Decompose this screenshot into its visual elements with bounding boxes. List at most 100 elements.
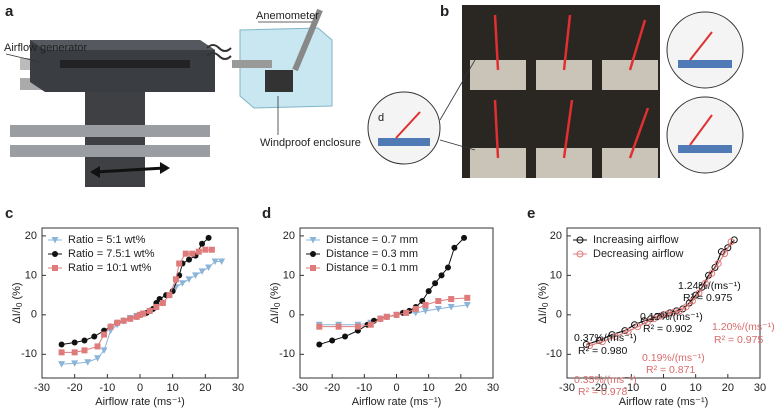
anemometer xyxy=(292,8,323,72)
rail xyxy=(10,145,210,157)
marker xyxy=(120,317,127,324)
marker xyxy=(656,312,664,320)
marker xyxy=(153,303,160,310)
wind-icon xyxy=(206,44,232,60)
marker xyxy=(434,305,442,313)
legend-entry: Decreasing airflow xyxy=(573,248,684,260)
x-tick-label: -30 xyxy=(559,382,575,394)
marker xyxy=(393,311,400,318)
flap xyxy=(628,107,650,159)
marker xyxy=(576,236,584,244)
marker xyxy=(383,313,390,320)
x-axis-label: Airflow rate (ms⁻¹) xyxy=(352,396,442,408)
callout: d xyxy=(378,112,384,124)
legend-label: Ratio = 5:1 wt% xyxy=(68,234,146,246)
enclosure-box xyxy=(239,27,333,109)
x-tick-label: 20 xyxy=(199,382,211,394)
electrode xyxy=(378,138,430,146)
callout: Windproof enclosure xyxy=(260,137,361,149)
legend-entry: Ratio = 10:1 wt% xyxy=(48,262,152,274)
legend-label: Distance = 0.3 mm xyxy=(326,248,418,260)
marker xyxy=(114,319,121,326)
marker xyxy=(377,315,384,322)
ray xyxy=(689,31,713,61)
annotation: R² = 0.871 xyxy=(646,364,695,376)
y-tick-label: -10 xyxy=(546,348,562,360)
panel-label: b xyxy=(440,3,449,20)
annotation: R² = 0.975 xyxy=(714,334,763,346)
marker xyxy=(176,260,183,267)
marker xyxy=(335,323,342,330)
ray xyxy=(689,114,713,146)
marker xyxy=(205,264,213,271)
marker xyxy=(695,289,703,297)
marker xyxy=(676,307,684,315)
flap xyxy=(493,14,500,71)
rail xyxy=(10,125,210,137)
annotation: 0.19%/(ms⁻¹) xyxy=(642,352,705,364)
marker xyxy=(586,342,594,350)
marker xyxy=(71,349,78,356)
x-tick-label: 30 xyxy=(232,382,244,394)
legend-entry: Distance = 0.7 mm xyxy=(306,234,418,246)
marker xyxy=(182,250,189,257)
y-label-unit: (%) xyxy=(537,282,549,302)
arrowhead xyxy=(160,162,170,174)
marker xyxy=(403,309,410,316)
electrode xyxy=(678,145,732,153)
marker xyxy=(94,343,101,350)
y-label-main: ΔI/I xyxy=(537,307,549,324)
marker xyxy=(133,313,140,320)
marker xyxy=(94,355,102,362)
x-axis-label: Airflow rate (ms⁻¹) xyxy=(619,396,709,408)
marker xyxy=(595,337,603,344)
marker xyxy=(634,323,642,331)
marker xyxy=(643,318,651,326)
y-tick-label: 20 xyxy=(283,230,295,242)
legend-label: Ratio = 7.5:1 wt% xyxy=(68,248,155,260)
y-label-main: ΔI/I xyxy=(269,307,281,324)
marker xyxy=(342,333,349,340)
x-tick-label: -20 xyxy=(324,382,340,394)
marker xyxy=(435,298,442,305)
marker xyxy=(724,244,732,252)
x-tick-label: -30 xyxy=(292,382,308,394)
legend-entry: Distance = 0.3 mm xyxy=(306,248,418,260)
photo-base xyxy=(602,148,658,178)
legend-entry: Ratio = 5:1 wt% xyxy=(48,234,146,246)
x-tick-label: 10 xyxy=(423,382,435,394)
marker xyxy=(624,327,632,335)
marker xyxy=(727,238,735,246)
marker xyxy=(316,341,323,348)
marker xyxy=(91,333,98,340)
y-label-sub: 0 xyxy=(273,302,282,307)
marker xyxy=(708,269,716,277)
marker xyxy=(195,248,202,255)
marker xyxy=(576,250,584,258)
annotation: 0.17%/(ms⁻¹) xyxy=(640,311,703,323)
panel-label: d xyxy=(262,205,271,222)
legend-label: Increasing airflow xyxy=(593,234,679,246)
y-label-unit: (%) xyxy=(269,282,281,302)
slot xyxy=(60,60,190,68)
marker xyxy=(682,303,690,311)
marker xyxy=(660,311,667,319)
annotation: R² = 0.975 xyxy=(683,292,732,304)
leader xyxy=(439,139,476,151)
marker xyxy=(166,292,173,299)
series-line xyxy=(589,241,732,347)
marker xyxy=(621,327,629,335)
x-tick-label: 0 xyxy=(660,382,666,394)
flap xyxy=(493,99,500,159)
marker xyxy=(186,256,192,263)
y-tick-label: 0 xyxy=(31,309,37,321)
marker xyxy=(663,310,671,318)
anemometer-tube xyxy=(232,60,272,68)
marker xyxy=(71,360,79,367)
y-axis-label: ΔI/I0 (%) xyxy=(269,282,282,323)
zoom xyxy=(666,11,744,89)
marker xyxy=(81,347,88,354)
marker xyxy=(463,301,471,309)
marker xyxy=(127,315,134,322)
flap xyxy=(562,14,572,71)
